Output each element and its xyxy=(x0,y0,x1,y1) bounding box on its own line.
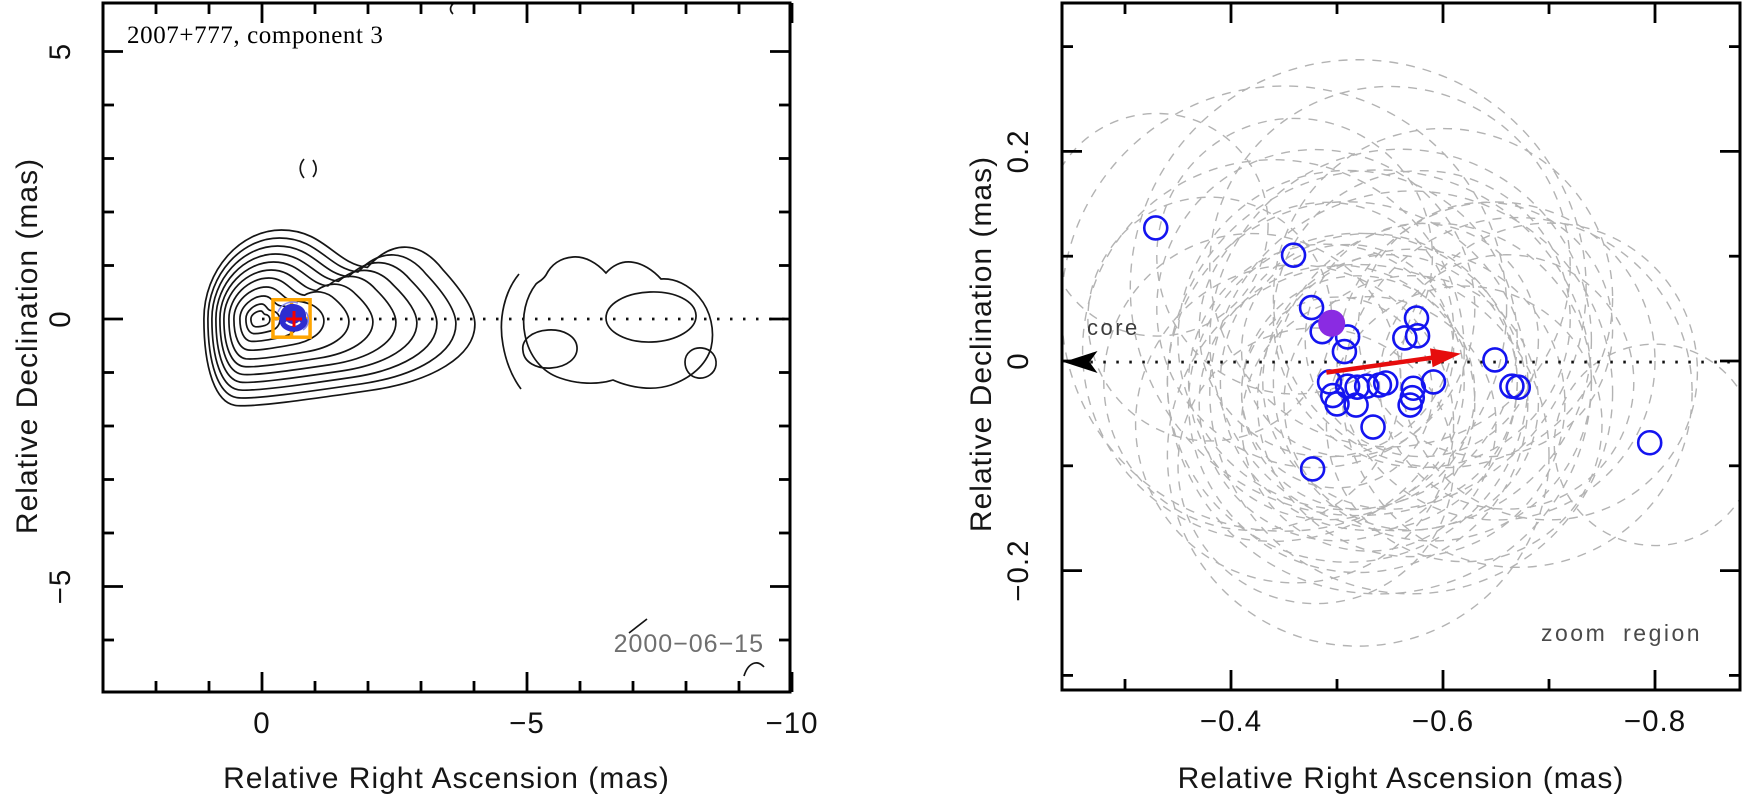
panel2-y-tick-label: 0 xyxy=(1002,352,1035,369)
panel1-epoch-label: 2000−06−15 xyxy=(613,630,764,658)
panel2-y-tick-label: 0.2 xyxy=(1002,129,1035,173)
epoch-position-marker xyxy=(1636,429,1663,456)
error-circle xyxy=(1081,159,1465,543)
error-circle xyxy=(1272,169,1571,469)
error-circle xyxy=(1378,254,1635,510)
contour-line xyxy=(219,261,397,376)
contour-line xyxy=(211,245,438,392)
velocity-arrow xyxy=(1326,348,1462,375)
contour-map-layer xyxy=(203,3,790,677)
error-circle xyxy=(1256,248,1566,558)
error-circle xyxy=(1283,275,1540,531)
epoch-position-marker xyxy=(1343,392,1369,418)
error-circle xyxy=(1399,222,1699,521)
panel1-y-tick-label: −5 xyxy=(44,569,77,605)
error-circle xyxy=(1156,117,1434,395)
panel1-yaxis-title: Relative Declination (mas) xyxy=(11,157,44,535)
epoch-position-marker xyxy=(1505,374,1532,401)
jet-contour-line xyxy=(521,329,578,369)
epoch-position-marker xyxy=(1142,215,1169,241)
epoch-position-marker xyxy=(1324,391,1350,417)
epoch-position-marker xyxy=(1400,375,1427,402)
mean-position-marker xyxy=(1318,309,1346,337)
error-circle xyxy=(1177,169,1518,511)
error-circle xyxy=(1325,285,1603,563)
epoch-position-marker xyxy=(1403,305,1430,331)
error-circle xyxy=(1240,295,1497,552)
error-circle xyxy=(1209,85,1571,448)
contour-fragment xyxy=(628,618,648,634)
epoch-position-marker xyxy=(1372,370,1399,396)
contour-line xyxy=(207,237,457,399)
jet-contour-line xyxy=(684,347,717,379)
error-circle xyxy=(1062,112,1269,337)
contour-line xyxy=(250,310,271,328)
zoom-region-label: zoom region xyxy=(1541,620,1703,646)
core-label: core xyxy=(1087,315,1140,340)
contour-fragment xyxy=(299,158,305,179)
error-circle xyxy=(1198,201,1455,458)
component-cross-marker xyxy=(286,311,303,327)
error-circle xyxy=(1103,232,1402,532)
epoch-position-marker xyxy=(1299,456,1326,482)
contour-line xyxy=(203,229,476,407)
epoch-position-marker xyxy=(1482,347,1508,373)
error-circle xyxy=(1198,264,1476,542)
panel1-axes-box xyxy=(101,1,792,694)
epoch-position-marker xyxy=(1397,392,1423,418)
panel2-axes-box xyxy=(1060,1,1742,692)
panel1-y-tick-label: 5 xyxy=(44,43,77,60)
error-circle xyxy=(1272,222,1593,542)
panel1-x-tick-label: −10 xyxy=(765,707,818,740)
contour-fragment xyxy=(449,3,457,15)
jet-contour-line xyxy=(522,256,714,390)
error-circle xyxy=(1553,343,1740,547)
epoch-position-marker xyxy=(1360,414,1386,440)
error-circle xyxy=(1187,243,1465,521)
contour-fragment xyxy=(743,662,765,677)
panel2-xaxis-title: Relative Right Ascension (mas) xyxy=(1177,762,1625,795)
epoch-position-marker xyxy=(1353,373,1380,399)
panel2-y-tick-label: −0.2 xyxy=(1002,539,1035,601)
error-circle xyxy=(1187,232,1529,574)
contour-line xyxy=(228,277,350,360)
panel2-x-tick-label: −0.6 xyxy=(1412,705,1474,738)
zoom-scatter-layer xyxy=(1062,59,1740,647)
contour-line xyxy=(223,269,374,368)
error-circle xyxy=(1262,254,1518,510)
panel1-x-tick-label: 0 xyxy=(253,707,270,740)
epoch-position-marker xyxy=(1331,338,1358,365)
epoch-position-marker xyxy=(1298,294,1325,321)
epoch-position-marker xyxy=(1392,325,1418,351)
error-circle xyxy=(1272,127,1614,469)
contour-fragment xyxy=(312,159,317,178)
error-circle xyxy=(1209,190,1614,595)
epoch-position-marker xyxy=(1334,324,1361,350)
error-circle xyxy=(1129,59,1587,517)
epoch-position-marker xyxy=(1404,323,1431,349)
error-circle xyxy=(1166,263,1550,647)
panel1-y-tick-label: 0 xyxy=(44,310,77,327)
panel2-x-tick-label: −0.4 xyxy=(1200,705,1262,738)
panel1-x-tick-label: −5 xyxy=(509,707,545,740)
epoch-position-marker xyxy=(1280,242,1307,268)
contour-line xyxy=(215,253,418,384)
panel2-x-tick-label: −0.8 xyxy=(1624,705,1686,738)
error-circle xyxy=(1134,264,1455,584)
error-circle xyxy=(1240,243,1455,458)
error-circle xyxy=(1209,148,1593,532)
contour-line xyxy=(245,303,281,335)
jet-contour-line xyxy=(500,273,522,390)
panel2-yaxis-title: Relative Declination (mas) xyxy=(965,155,998,533)
panel1-xaxis-title: Relative Right Ascension (mas) xyxy=(223,762,670,795)
error-circle xyxy=(1357,201,1614,458)
error-circle xyxy=(1062,85,1508,532)
jet-contour-line xyxy=(605,291,697,343)
error-circle xyxy=(1156,148,1476,469)
contour-line xyxy=(233,286,325,352)
error-circle xyxy=(1177,327,1455,605)
panel1-title: 2007+777, component 3 xyxy=(127,22,384,49)
